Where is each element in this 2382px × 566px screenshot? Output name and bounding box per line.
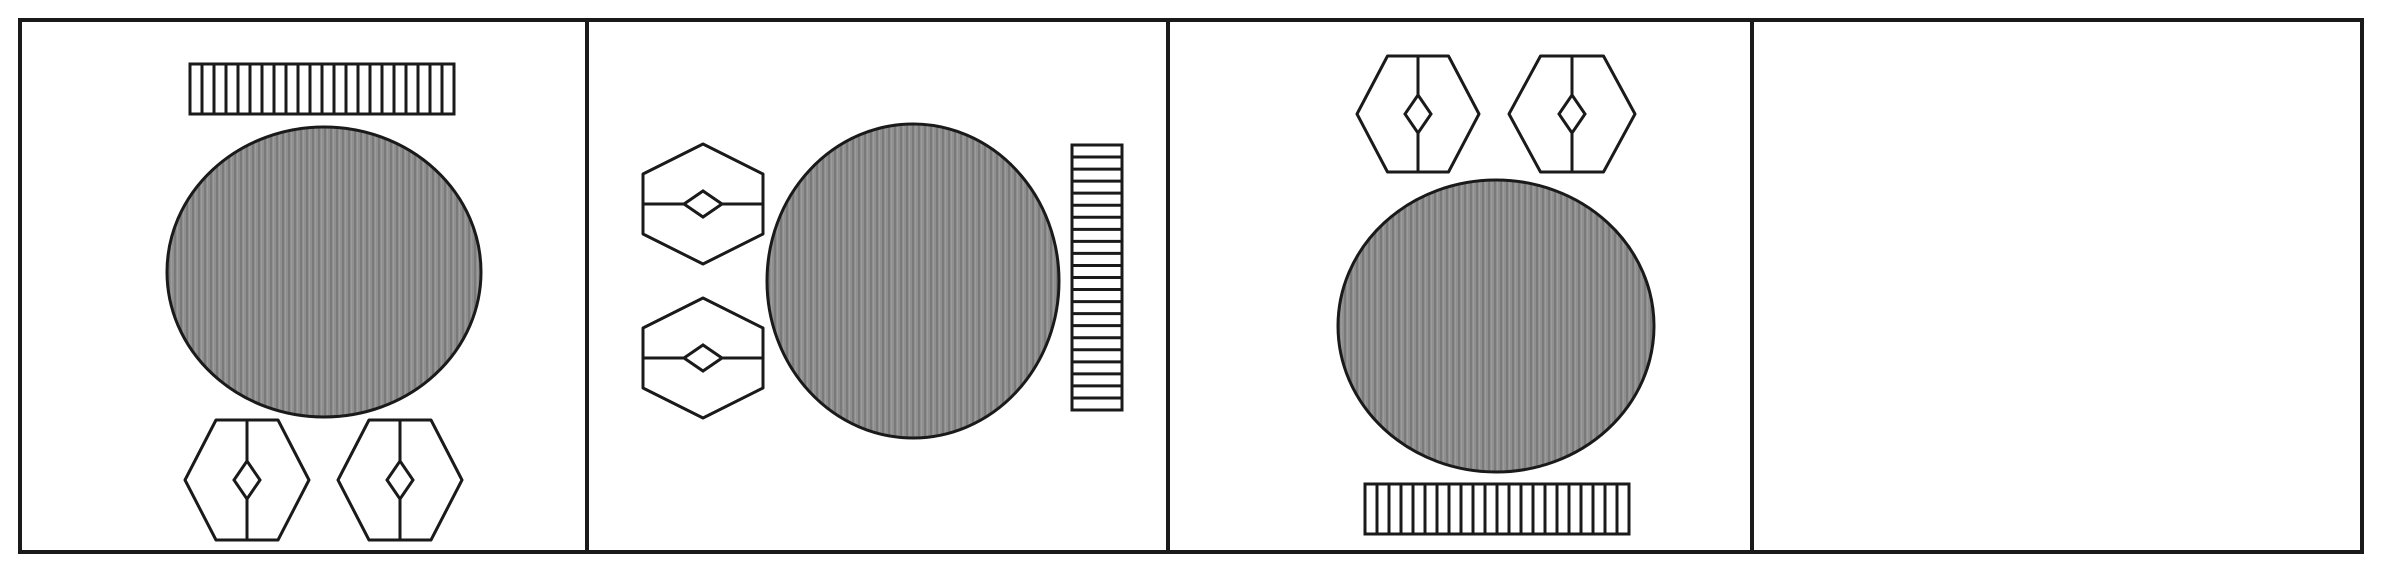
diamond-shape [232, 458, 262, 502]
gray-circle [1336, 178, 1656, 474]
panel-3 [1336, 54, 1656, 536]
diamond-shape [1403, 92, 1433, 136]
panel-1 [165, 62, 483, 542]
hexagon-diamond [336, 418, 464, 542]
diamond-shape [1557, 92, 1587, 136]
diamond-shape [681, 343, 725, 373]
hexagon-diamond [183, 418, 311, 542]
hexagon-diamond [1355, 54, 1481, 174]
striped-bar [188, 62, 456, 116]
diamond-shape [385, 458, 415, 502]
hexagon-diamond [641, 142, 765, 266]
diamond-shape [681, 189, 725, 219]
gray-circle [765, 122, 1061, 440]
panel-2 [641, 122, 1124, 440]
gray-circle [165, 125, 483, 419]
hexagon-diamond [1507, 54, 1637, 174]
hexagon-diamond [641, 296, 765, 420]
striped-bar [1363, 482, 1631, 536]
striped-bar [1070, 143, 1124, 412]
